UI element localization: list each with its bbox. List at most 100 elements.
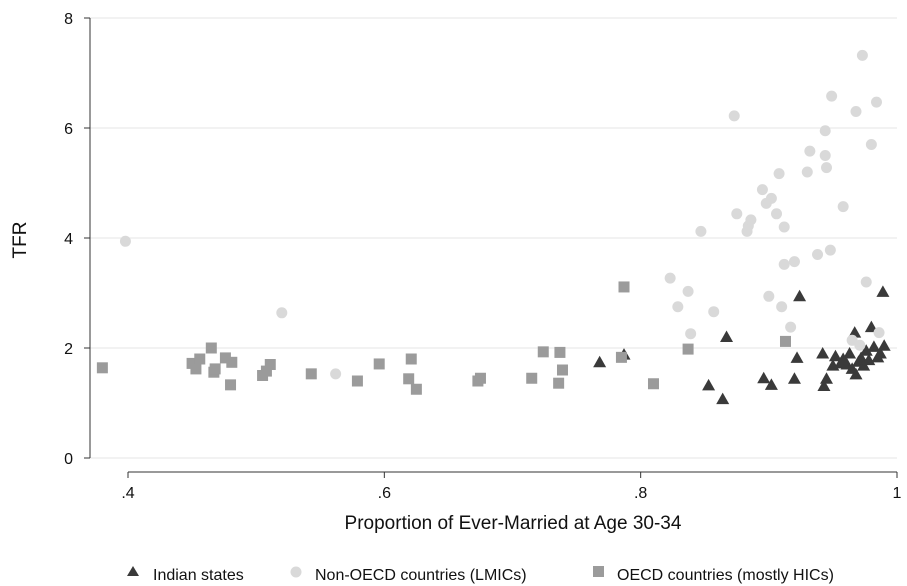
legend-circle-marker [290, 566, 302, 578]
point-square [264, 359, 276, 370]
axes [89, 18, 897, 473]
point-square [537, 346, 549, 358]
point-circle [819, 125, 831, 137]
point-square [260, 365, 272, 377]
point-square [615, 351, 627, 363]
point-square [556, 364, 568, 376]
point-square [194, 353, 206, 365]
point-triangle [593, 355, 607, 368]
y-tick-label: 2 [64, 341, 73, 358]
y-tick-label: 4 [64, 231, 73, 248]
point-circle [682, 285, 694, 297]
legend-label-non-oecd: Non-OECD countries (LMICs) [315, 567, 527, 584]
point-triangle [764, 378, 778, 390]
point-circle [819, 150, 831, 161]
point-circle [856, 49, 868, 61]
x-tick-label: .6 [378, 485, 391, 502]
point-triangle [816, 347, 830, 359]
point-square [226, 356, 238, 368]
point-triangle [859, 344, 873, 356]
point-square [647, 378, 659, 390]
point-circle [821, 162, 833, 174]
point-triangle [793, 289, 807, 302]
point-circle [873, 327, 885, 339]
point-square [351, 375, 363, 387]
point-circle [773, 168, 785, 180]
point-square [553, 377, 565, 389]
y-axis-title: TFR [10, 222, 31, 259]
point-circle [837, 201, 849, 213]
x-axis-ticks: .4 .6 .8 1 [121, 472, 902, 502]
point-circle [785, 321, 797, 333]
legend-item-oecd: OECD countries (mostly HICs) [593, 566, 834, 584]
point-circle [801, 166, 813, 178]
point-circle [330, 368, 342, 380]
point-circle [804, 145, 816, 157]
point-triangle [817, 379, 831, 391]
legend-label-indian-states: Indian states [153, 567, 244, 584]
point-circle [771, 208, 783, 220]
series-square-points [96, 281, 791, 395]
x-tick-label: .8 [634, 485, 647, 502]
point-circle [708, 306, 720, 318]
point-triangle [757, 371, 771, 384]
legend-triangle-marker [127, 566, 139, 576]
point-square [618, 281, 630, 293]
series-triangle-points [593, 285, 891, 405]
point-triangle [854, 351, 868, 363]
point-triangle [720, 330, 734, 342]
point-circle [728, 110, 740, 122]
x-tick-label: 1 [893, 485, 902, 502]
legend-item-non-oecd: Non-OECD countries (LMICs) [290, 566, 527, 584]
point-square [190, 363, 202, 375]
point-square [474, 372, 486, 384]
point-square [405, 353, 417, 365]
point-square [554, 346, 566, 358]
point-circle [745, 214, 757, 226]
y-axis-ticks: 0 2 4 6 8 [64, 11, 90, 468]
point-square [205, 342, 217, 354]
legend: Indian states Non-OECD countries (LMICs)… [127, 566, 834, 584]
x-tick-label: .4 [121, 485, 134, 502]
point-square [219, 352, 231, 364]
point-square [779, 335, 791, 347]
point-circle [824, 244, 836, 256]
point-circle [276, 307, 288, 319]
point-circle [860, 276, 872, 288]
point-circle [763, 290, 775, 302]
point-triangle [828, 349, 842, 362]
point-circle [865, 139, 877, 150]
gridlines [90, 17, 897, 459]
point-triangle [864, 320, 878, 333]
legend-label-oecd: OECD countries (mostly HICs) [617, 567, 834, 584]
point-triangle [849, 367, 863, 380]
point-circle [778, 221, 790, 233]
point-circle [776, 301, 788, 313]
point-square [96, 362, 108, 374]
point-square [373, 358, 385, 370]
point-circle [826, 90, 838, 102]
point-square [403, 373, 415, 385]
point-triangle [702, 378, 716, 391]
point-circle [870, 96, 882, 108]
point-circle [765, 192, 777, 204]
point-circle [672, 301, 684, 313]
point-square [526, 372, 538, 384]
point-circle [664, 272, 676, 284]
data-points [96, 49, 891, 405]
point-circle [854, 339, 866, 351]
point-triangle [876, 285, 890, 297]
point-circle [788, 256, 800, 268]
point-circle [756, 184, 768, 196]
point-triangle [848, 326, 862, 338]
point-square [410, 383, 422, 395]
y-tick-label: 8 [64, 11, 73, 28]
legend-square-marker [593, 566, 604, 577]
point-triangle [787, 372, 801, 384]
point-circle [119, 235, 131, 247]
point-triangle [843, 347, 857, 359]
point-circle [731, 208, 743, 220]
point-square [209, 363, 221, 375]
point-triangle [820, 372, 834, 384]
